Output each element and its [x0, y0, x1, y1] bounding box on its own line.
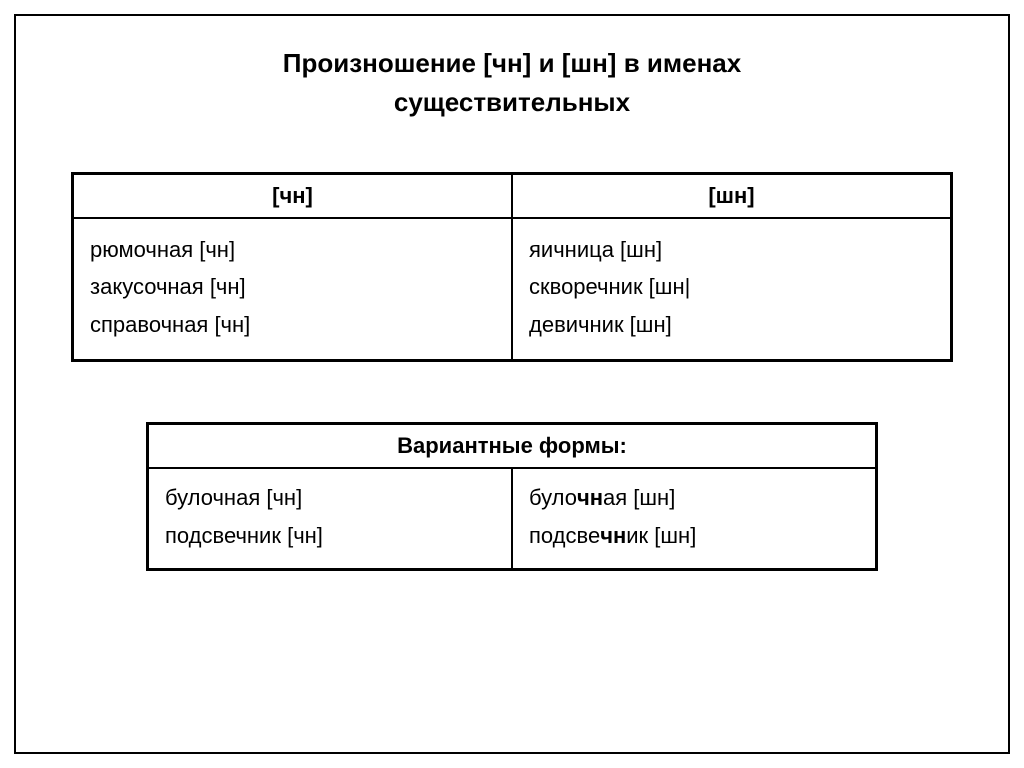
table-row: рюмочная [чн] закусочная [чн] справочная…	[73, 218, 952, 361]
shn-cell: яичница [шн] скворечник [шн| девичник [ш…	[512, 218, 952, 361]
shn-item: яичница [шн]	[529, 231, 934, 268]
chn-item: рюмочная [чн]	[90, 231, 495, 268]
title-line-2: существительных	[394, 87, 630, 117]
title-line-1: Произношение [чн] и [шн] в именах	[283, 48, 741, 78]
shn-item: скворечник [шн|	[529, 268, 934, 305]
text-fragment: ая [шн]	[603, 485, 675, 510]
text-fragment: подсве	[529, 523, 600, 548]
table-row: булочная [чн] подсвечник [чн] булочная […	[148, 468, 877, 569]
chn-item: справочная [чн]	[90, 306, 495, 343]
shn-item: девичник [шн]	[529, 306, 934, 343]
bold-fragment: чн	[600, 523, 626, 548]
table-header-row: [чн] [шн]	[73, 174, 952, 219]
header-shn: [шн]	[512, 174, 952, 219]
variant-header: Вариантные формы:	[148, 424, 877, 469]
variant-chn-cell: булочная [чн] подсвечник [чн]	[148, 468, 513, 569]
document-frame: Произношение [чн] и [шн] в именах сущест…	[14, 14, 1010, 754]
variant-forms-table: Вариантные формы: булочная [чн] подсвечн…	[146, 422, 878, 571]
variant-table-wrap: Вариантные формы: булочная [чн] подсвечн…	[71, 422, 953, 571]
bold-fragment: чн	[577, 485, 603, 510]
page-title: Произношение [чн] и [шн] в именах сущест…	[71, 44, 953, 122]
text-fragment: було	[529, 485, 577, 510]
variant-chn-item: булочная [чн]	[165, 479, 495, 516]
text-fragment: ик [шн]	[626, 523, 696, 548]
pronunciation-table: [чн] [шн] рюмочная [чн] закусочная [чн] …	[71, 172, 953, 362]
chn-cell: рюмочная [чн] закусочная [чн] справочная…	[73, 218, 513, 361]
variant-shn-cell: булочная [шн] подсвечник [шн]	[512, 468, 877, 569]
variant-chn-item: подсвечник [чн]	[165, 517, 495, 554]
table-header-row: Вариантные формы:	[148, 424, 877, 469]
chn-item: закусочная [чн]	[90, 268, 495, 305]
variant-shn-item: булочная [шн]	[529, 479, 859, 516]
variant-shn-item: подсвечник [шн]	[529, 517, 859, 554]
header-chn: [чн]	[73, 174, 513, 219]
